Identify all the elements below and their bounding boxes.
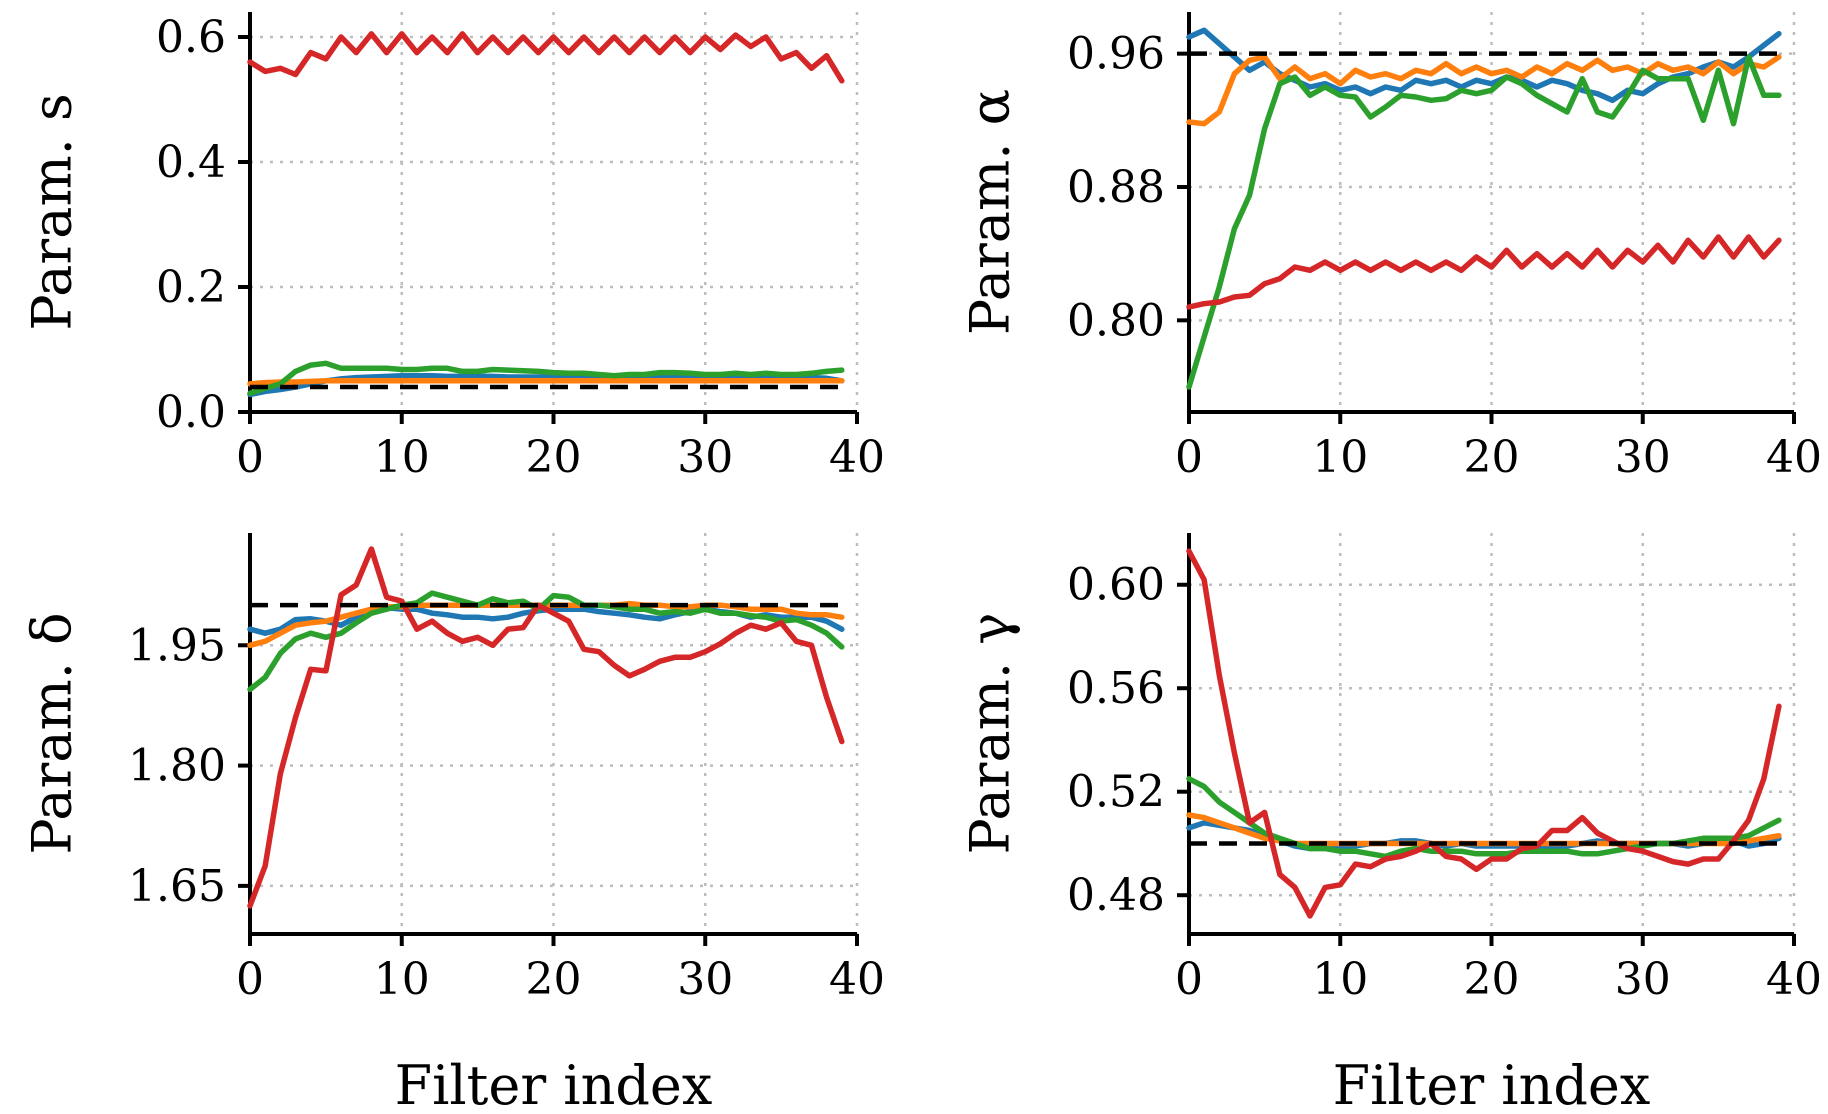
x-tick-label: 20 (1464, 954, 1520, 1005)
y-tick-label: 0.0 (156, 387, 226, 438)
x-axis-label: Filter index (1333, 1054, 1651, 1114)
x-tick-label: 30 (677, 432, 733, 483)
y-tick-label: 0.80 (1067, 295, 1165, 346)
y-tick-label: 0.4 (156, 137, 226, 188)
series-line-4 (1186, 548, 1782, 919)
x-tick-label: 30 (1615, 954, 1671, 1005)
y-tick-label: 0.88 (1067, 162, 1165, 213)
x-tick-label: 10 (1312, 954, 1368, 1005)
series-line-4 (1186, 234, 1782, 310)
y-tick-label: 1.65 (128, 861, 226, 912)
x-tick-label: 40 (829, 432, 885, 483)
series-line-3 (1186, 54, 1782, 390)
y-tick-label: 1.80 (128, 741, 226, 792)
panel-3: 0 10 20 30 40 1.65 1.80 1.95 Param. δ Filter inde… (21, 533, 885, 1114)
x-tick-label: 20 (526, 432, 582, 483)
series-line-4 (247, 546, 845, 909)
series-line-1 (1186, 27, 1782, 104)
x-tick-label: 10 (374, 432, 430, 483)
y-tick-label: 0.60 (1067, 560, 1165, 611)
y-tick-label: 1.95 (128, 620, 226, 671)
y-tick-label: 0.2 (156, 262, 226, 313)
series-line-2 (247, 378, 845, 387)
y-tick-label: 0.52 (1067, 767, 1165, 818)
x-tick-label: 0 (1175, 432, 1203, 483)
x-tick-label: 20 (526, 954, 582, 1005)
y-tick-label: 0.48 (1067, 870, 1165, 921)
series-line-2 (1186, 54, 1782, 127)
x-tick-label: 0 (236, 954, 264, 1005)
x-tick-label: 40 (829, 954, 885, 1005)
panel-2: 0 10 20 30 40 0.80 0.88 0.96 Param. α (959, 12, 1822, 483)
x-tick-label: 20 (1464, 432, 1520, 483)
x-tick-label: 0 (1175, 954, 1203, 1005)
x-axis-label: Filter index (395, 1054, 713, 1114)
y-tick-label: 0.96 (1067, 29, 1165, 80)
y-axis-label: Param. α (959, 89, 1022, 335)
y-axis-label: Param. δ (21, 612, 84, 854)
series-line-3 (247, 360, 845, 397)
panel-4: 0 10 20 30 40 0.48 0.52 0.56 0.60 Param. γ Filter … (959, 533, 1822, 1114)
x-tick-label: 30 (677, 954, 733, 1005)
y-axis-label: Param. s (21, 93, 84, 330)
y-axis-label: Param. γ (959, 613, 1022, 855)
x-tick-label: 0 (236, 432, 264, 483)
panel-1: 0 10 20 30 40 0.0 0.2 0.4 0.6 Param. s (21, 12, 885, 483)
x-tick-label: 40 (1766, 432, 1822, 483)
y-tick-label: 0.56 (1067, 663, 1165, 714)
y-tick-label: 0.6 (156, 12, 226, 63)
x-tick-label: 40 (1766, 954, 1822, 1005)
series-line-4 (247, 31, 845, 84)
series-line-3 (247, 590, 845, 693)
x-tick-label: 10 (1312, 432, 1368, 483)
x-tick-label: 30 (1615, 432, 1671, 483)
x-tick-label: 10 (374, 954, 430, 1005)
